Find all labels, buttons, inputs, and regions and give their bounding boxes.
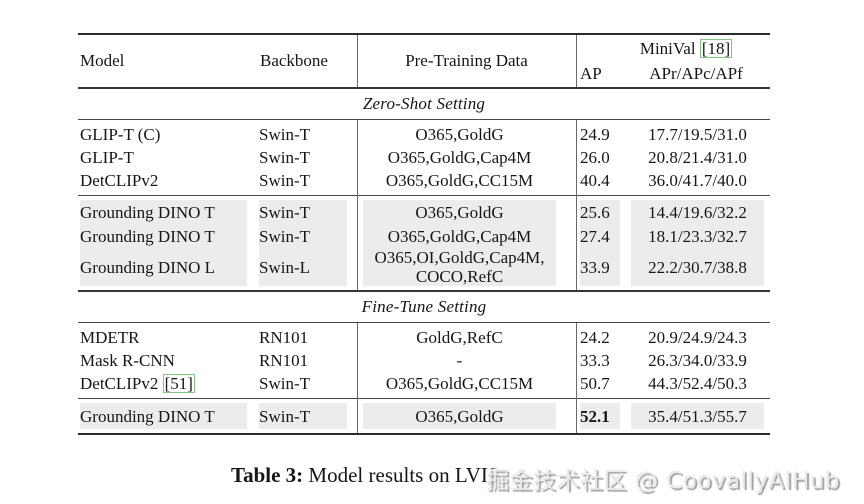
cell-ap: 52.1 [576,403,622,429]
cell-ap: 24.2 [580,328,610,347]
cell-model: Mask R-CNN [80,351,175,370]
table-rule [78,322,770,323]
table-header-row: Model Backbone Pre-Training Data MiniVal… [78,35,770,87]
cell-pretrain: O365,GoldG [357,403,576,429]
cell-model: MDETR [80,328,140,347]
pretrain-data-text: O365,GoldG [415,406,504,426]
cell-backbone: RN101 [259,328,309,347]
cell-backbone: Swin-T [259,171,310,190]
cell-model: DetCLIPv2 [80,171,159,190]
pretrain-data-text: O365,GoldG,Cap4M [387,148,532,167]
cell-pretrain: O365,OI,GoldG,Cap4M, COCO,RefC [357,248,576,286]
section-title-fine-tune: Fine-Tune Setting [361,297,487,316]
table-rule [78,195,770,196]
cell-apr-apc-apf: 20.8/21.4/31.0 [648,148,747,167]
cell-backbone: Swin-T [255,200,357,224]
cell-ap: 27.4 [576,224,622,248]
table-rule [78,119,770,120]
cell-apr-apc-apf: 14.4/19.6/32.2 [622,200,770,224]
cell-apr-apc-apf: 17.7/19.5/31.0 [648,125,747,144]
column-divider [357,35,358,87]
column-divider [357,120,358,290]
cell-ap: 26.0 [580,148,610,167]
cell-pretrain: O365,GoldG [357,200,576,224]
header-apr-apc-apf: APr/APc/APf [649,64,743,83]
pretrain-data-text: O365,OI,GoldG,Cap4M, COCO,RefC [374,248,545,286]
rows-fine-tune-baselines: MDETR RN101 GoldG,RefC 24.2 20.9/24.9/24.3 Ma… [78,323,770,398]
cell-ap: 40.4 [580,171,610,190]
cell-ap: 50.7 [580,374,610,393]
cell-backbone: Swin-T [259,148,310,167]
cell-ap: 33.9 [576,248,622,286]
rows-zero-shot-baselines: GLIP-T (C) Swin-T O365,GoldG 24.9 17.7/19.5/… [78,120,770,195]
header-minival-label: MiniVal [639,39,696,58]
pretrain-data-text: GoldG,RefC [416,328,503,347]
cell-apr-apc-apf: 22.2/30.7/38.8 [622,248,770,286]
header-minival: MiniVal [18] [576,36,770,61]
cell-pretrain: O365,GoldG,Cap4M [357,224,576,248]
cell-apr-apc-apf: 36.0/41.7/40.0 [648,171,747,190]
cell-pretrain: O365,GoldG,CC15M [357,169,576,192]
cell-model: DetCLIPv2 [51] [80,374,195,393]
cell-apr-apc-apf: 20.9/24.9/24.3 [648,328,747,347]
table-rule [78,398,770,399]
header-backbone: Backbone [260,51,328,70]
header-ap: AP [580,64,602,83]
section-title-zero-shot: Zero-Shot Setting [362,94,486,113]
pretrain-data-text: - [456,351,463,370]
caption-label: Table 3: [231,463,304,487]
cell-model: Grounding DINO T [78,200,255,224]
cell-backbone: Swin-T [255,224,357,248]
cell-model: Grounding DINO L [78,248,255,286]
cell-pretrain: O365,GoldG,CC15M [357,372,576,395]
cell-ap: 24.9 [580,125,610,144]
rows-fine-tune-grounding-dino: Grounding DINO T Swin-T O365,GoldG 52.1 35.4… [78,399,770,433]
cell-backbone: Swin-L [255,248,357,286]
cell-backbone: Swin-T [259,374,310,393]
cell-model: GLIP-T [80,148,134,167]
cell-pretrain: O365,GoldG,Cap4M [357,146,576,169]
cell-model: Grounding DINO T [78,403,255,429]
header-minival-group: MiniVal [18] AP APr/APc/APf [576,35,770,87]
cell-backbone: Swin-T [259,125,310,144]
cell-ap: 33.3 [580,351,610,370]
column-divider [576,120,577,290]
watermark: 掘金技术社区 @ CoovallyAIHub [486,468,840,494]
table-rule-bottom [78,433,770,435]
pretrain-data-text: O365,GoldG,Cap4M [387,226,532,246]
results-table: Model Backbone Pre-Training Data MiniVal… [78,33,770,435]
column-divider [357,323,358,433]
cell-model: GLIP-T (C) [80,125,161,144]
table-rule-top [78,33,770,35]
table-caption: Table 3: Model results on LVIS. [231,463,505,488]
header-model: Model [80,51,125,70]
cell-backbone: Swin-T [255,403,357,429]
cell-ap: 25.6 [576,200,622,224]
header-pretrain: Pre-Training Data [405,51,528,70]
cell-apr-apc-apf: 35.4/51.3/55.7 [622,403,770,429]
cell-pretrain: GoldG,RefC [357,326,576,349]
pretrain-data-text: O365,GoldG,CC15M [385,374,534,393]
column-divider [576,35,577,87]
table-rule [78,87,770,89]
citation-link-18[interactable]: [18] [699,39,733,58]
caption-text: Model results on LVIS. [303,463,505,487]
cell-pretrain: O365,GoldG [357,123,576,146]
rows-zero-shot-grounding-dino: Grounding DINO T Swin-T O365,GoldG 25.6 14.4… [78,196,770,290]
cell-model: Grounding DINO T [78,224,255,248]
cell-apr-apc-apf: 18.1/23.3/32.7 [622,224,770,248]
citation-link[interactable]: [51] [162,374,195,393]
pretrain-data-text: O365,GoldG [415,125,504,144]
cell-apr-apc-apf: 26.3/34.0/33.9 [648,351,747,370]
cell-backbone: RN101 [259,351,309,370]
cell-apr-apc-apf: 44.3/52.4/50.3 [648,374,747,393]
header-sub-row: AP APr/APc/APf [576,61,770,86]
table-rule [78,290,770,292]
cell-pretrain: - [357,349,576,372]
column-divider [576,323,577,433]
pretrain-data-text: O365,GoldG,CC15M [385,171,534,190]
pretrain-data-text: O365,GoldG [415,202,504,222]
